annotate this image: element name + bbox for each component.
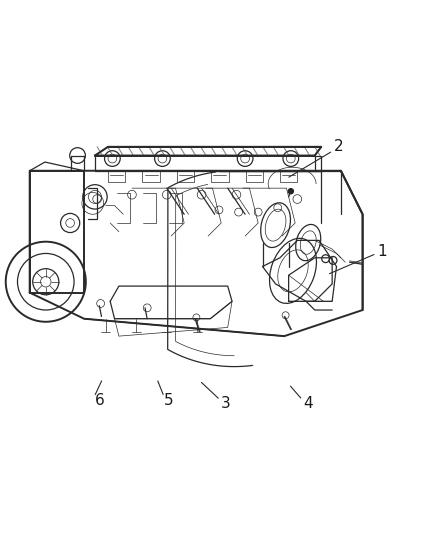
Circle shape	[288, 189, 293, 194]
Text: 3: 3	[221, 396, 230, 411]
Text: 5: 5	[164, 393, 174, 408]
Text: 4: 4	[304, 396, 313, 411]
Text: 1: 1	[378, 244, 387, 259]
Text: 6: 6	[95, 393, 104, 408]
Text: 2: 2	[334, 139, 343, 155]
